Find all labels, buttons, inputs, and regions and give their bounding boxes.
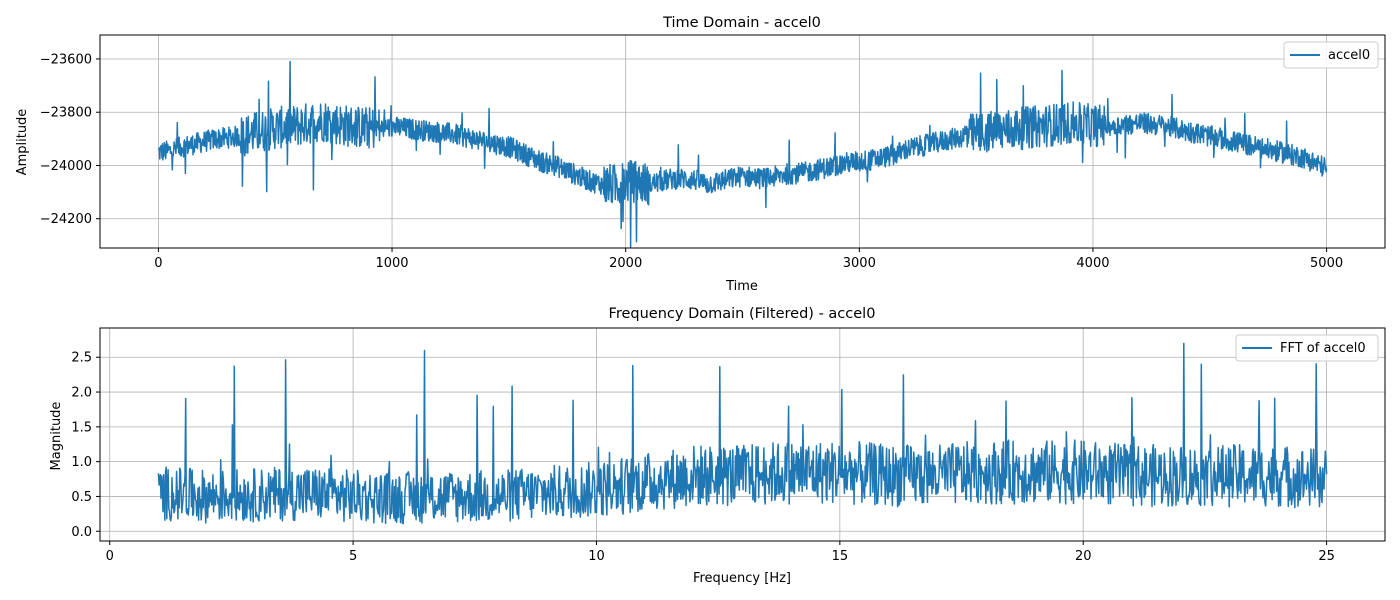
frequency-domain-grid xyxy=(100,328,1385,541)
time-domain-series xyxy=(157,60,1328,248)
y-tick-label: −24200 xyxy=(40,212,92,227)
x-tick-label: 5 xyxy=(349,549,357,564)
x-tick-label: 2000 xyxy=(609,256,642,271)
x-tick-label: 15 xyxy=(832,549,849,564)
y-tick-label: −23800 xyxy=(40,106,92,121)
x-tick-label: 0 xyxy=(154,256,162,271)
frequency-domain-series xyxy=(157,342,1328,525)
y-tick-label: 2.5 xyxy=(71,351,92,366)
y-tick-label: 1.0 xyxy=(71,455,92,470)
x-tick-label: 0 xyxy=(106,549,114,564)
x-tick-label: 20 xyxy=(1075,549,1092,564)
series-line-accel0 xyxy=(157,60,1328,248)
legend-frame xyxy=(1235,334,1379,362)
time-domain-title: Time Domain - accel0 xyxy=(662,15,821,31)
time-domain-ylabel: Amplitude xyxy=(15,109,30,176)
time-domain-x-ticks: 0 1000 2000 3000 4000 5000 xyxy=(154,248,1343,271)
frequency-domain-plot: Frequency Domain (Filtered) - accel0 0 5 1… xyxy=(49,306,1386,586)
x-tick-label: 25 xyxy=(1318,549,1335,564)
frequency-domain-title: Frequency Domain (Filtered) - accel0 xyxy=(609,306,876,322)
frequency-domain-legend: FFT of accel0 xyxy=(1235,334,1379,362)
legend-label-fft: FFT of accel0 xyxy=(1280,341,1366,356)
y-tick-label: 2.0 xyxy=(71,386,92,401)
y-tick-label: −24000 xyxy=(40,159,92,174)
x-tick-label: 1000 xyxy=(375,256,408,271)
time-domain-legend: accel0 xyxy=(1283,41,1379,69)
x-tick-label: 4000 xyxy=(1076,256,1109,271)
time-domain-axes-frame xyxy=(99,34,1386,249)
frequency-domain-axes-frame xyxy=(99,327,1386,542)
legend-frame xyxy=(1283,41,1379,69)
time-domain-xlabel: Time xyxy=(725,279,758,294)
frequency-domain-ylabel: Magnitude xyxy=(49,402,64,471)
frequency-domain-x-ticks: 0 5 10 15 20 25 xyxy=(106,541,1335,564)
y-tick-label: 1.5 xyxy=(71,420,92,435)
x-tick-label: 10 xyxy=(588,549,605,564)
series-line-fft-of-accel0 xyxy=(157,342,1328,525)
time-domain-plot: Time Domain - accel0 0 1000 2000 3000 4000 50… xyxy=(15,15,1386,294)
y-tick-label: 0.0 xyxy=(71,525,92,540)
time-domain-y-ticks: −23600 −23800 −24000 −24200 xyxy=(40,52,100,227)
frequency-domain-y-ticks: 0.0 0.5 1.0 1.5 2.0 2.5 xyxy=(71,351,100,540)
x-tick-label: 5000 xyxy=(1310,256,1343,271)
x-tick-label: 3000 xyxy=(843,256,876,271)
y-tick-label: 0.5 xyxy=(71,490,92,505)
frequency-domain-xlabel: Frequency [Hz] xyxy=(693,571,791,586)
y-tick-label: −23600 xyxy=(40,52,92,67)
legend-label-accel0: accel0 xyxy=(1328,48,1370,63)
